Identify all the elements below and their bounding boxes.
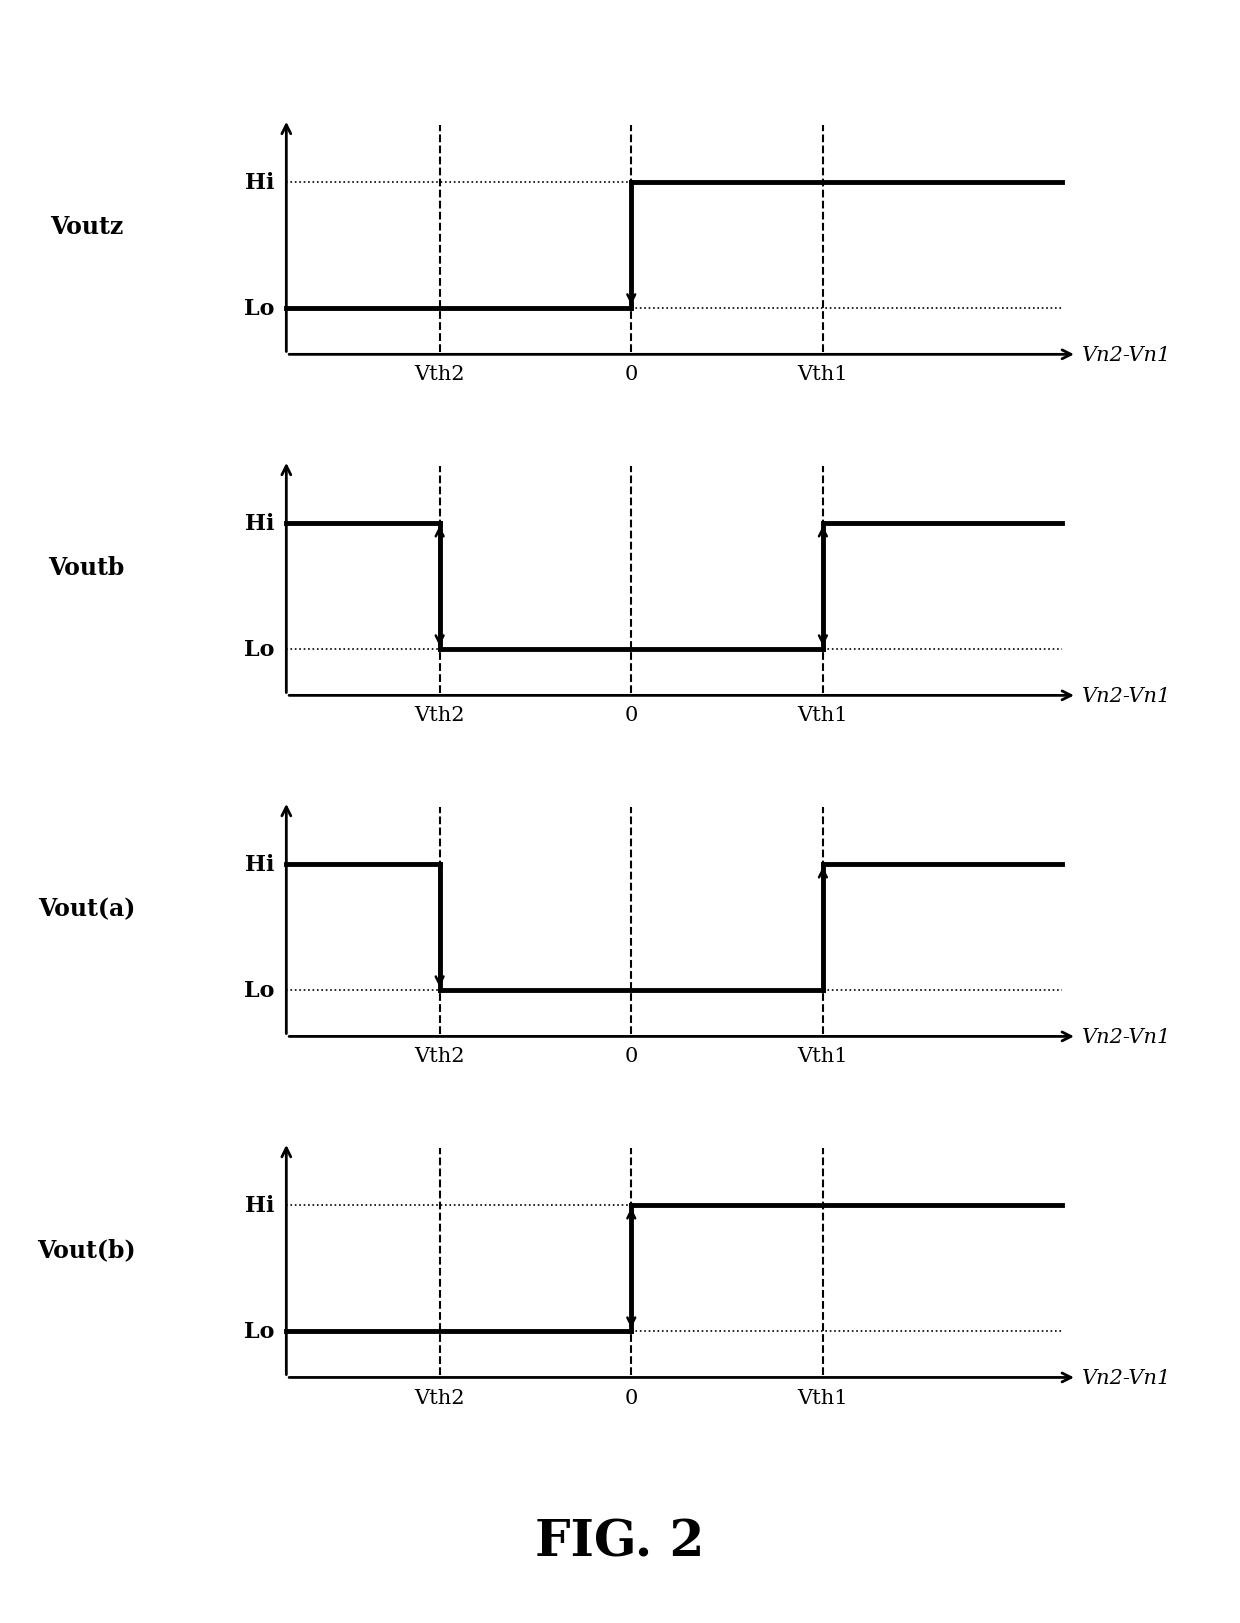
- Text: Vth1: Vth1: [797, 706, 848, 725]
- Text: Vth1: Vth1: [797, 1388, 848, 1407]
- Text: Vth1: Vth1: [797, 1047, 848, 1066]
- Text: Vth2: Vth2: [414, 365, 465, 385]
- Text: 0: 0: [625, 1047, 637, 1066]
- Text: Vth2: Vth2: [414, 706, 465, 725]
- Text: FIG. 2: FIG. 2: [536, 1518, 704, 1566]
- Text: Hi: Hi: [246, 1195, 275, 1216]
- Text: Lo: Lo: [244, 638, 275, 661]
- Text: Lo: Lo: [244, 979, 275, 1001]
- Text: Hi: Hi: [246, 513, 275, 534]
- Text: 0: 0: [625, 365, 637, 385]
- Text: Hi: Hi: [246, 172, 275, 193]
- Text: 0: 0: [625, 1388, 637, 1407]
- Text: Vth2: Vth2: [414, 1388, 465, 1407]
- Text: Vn2-Vn1: Vn2-Vn1: [1081, 1368, 1171, 1388]
- Text: Voutb: Voutb: [48, 555, 125, 579]
- Text: Vth1: Vth1: [797, 365, 848, 385]
- Text: Hi: Hi: [246, 854, 275, 875]
- Text: Vn2-Vn1: Vn2-Vn1: [1081, 1027, 1171, 1047]
- Text: Vout(a): Vout(a): [38, 896, 135, 920]
- Text: Voutz: Voutz: [50, 214, 124, 239]
- Text: Vth2: Vth2: [414, 1047, 465, 1066]
- Text: Lo: Lo: [244, 297, 275, 320]
- Text: 0: 0: [625, 706, 637, 725]
- Text: Vout(b): Vout(b): [37, 1237, 136, 1261]
- Text: Vn2-Vn1: Vn2-Vn1: [1081, 687, 1171, 706]
- Text: Lo: Lo: [244, 1319, 275, 1342]
- Text: Vn2-Vn1: Vn2-Vn1: [1081, 346, 1171, 365]
